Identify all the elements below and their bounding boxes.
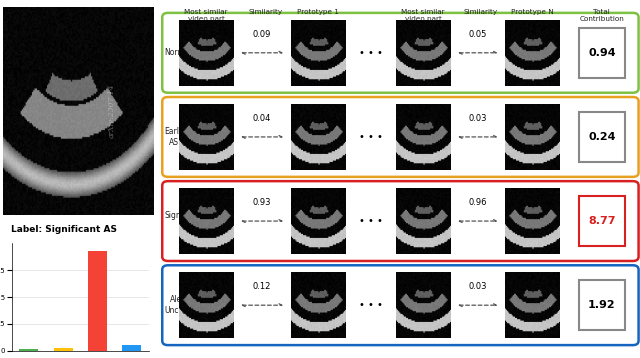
Text: 0.24: 0.24 [588, 132, 616, 142]
Text: 0.04: 0.04 [253, 114, 271, 123]
Text: 0.05: 0.05 [468, 30, 487, 39]
Text: arXiv:2307.14: arXiv:2307.14 [108, 84, 115, 138]
Bar [88, 251, 107, 351]
Bar [54, 348, 72, 351]
Text: Similarity: Similarity [463, 9, 497, 15]
Text: 0.93: 0.93 [253, 198, 271, 207]
Text: Most similar
video part: Most similar video part [401, 9, 445, 22]
Text: Normal: Normal [164, 48, 192, 57]
Text: Aleatoric
Uncertainty: Aleatoric Uncertainty [164, 295, 209, 315]
Text: Label: Significant AS: Label: Significant AS [11, 224, 116, 234]
FancyBboxPatch shape [163, 13, 639, 93]
Text: 0.12: 0.12 [253, 282, 271, 291]
Text: 0.96: 0.96 [468, 198, 487, 207]
FancyBboxPatch shape [579, 280, 625, 330]
FancyBboxPatch shape [579, 112, 625, 162]
Text: Early
AS: Early AS [164, 127, 184, 147]
Text: Prototype 1: Prototype 1 [297, 9, 339, 15]
Text: 0.03: 0.03 [468, 114, 487, 123]
Text: • • •: • • • [358, 48, 383, 58]
Text: • • •: • • • [358, 216, 383, 226]
Bar [19, 349, 38, 351]
Text: Prototype N: Prototype N [511, 9, 554, 15]
Text: Significant
AS: Significant AS [164, 211, 205, 231]
Text: 0.09: 0.09 [253, 30, 271, 39]
FancyBboxPatch shape [163, 97, 639, 177]
Text: 0.94: 0.94 [588, 48, 616, 58]
FancyBboxPatch shape [579, 196, 625, 246]
Text: Most similar
video part: Most similar video part [184, 9, 228, 22]
Text: • • •: • • • [358, 132, 383, 142]
Bar [122, 345, 141, 351]
FancyBboxPatch shape [579, 28, 625, 78]
Text: 8.77: 8.77 [588, 216, 616, 226]
Text: 0.03: 0.03 [468, 282, 487, 291]
FancyBboxPatch shape [163, 265, 639, 345]
FancyBboxPatch shape [163, 181, 639, 261]
Text: 1.92: 1.92 [588, 300, 616, 310]
Text: • • •: • • • [358, 300, 383, 310]
Text: Total
Contribution: Total Contribution [579, 9, 624, 22]
Text: Similarity: Similarity [249, 9, 283, 15]
